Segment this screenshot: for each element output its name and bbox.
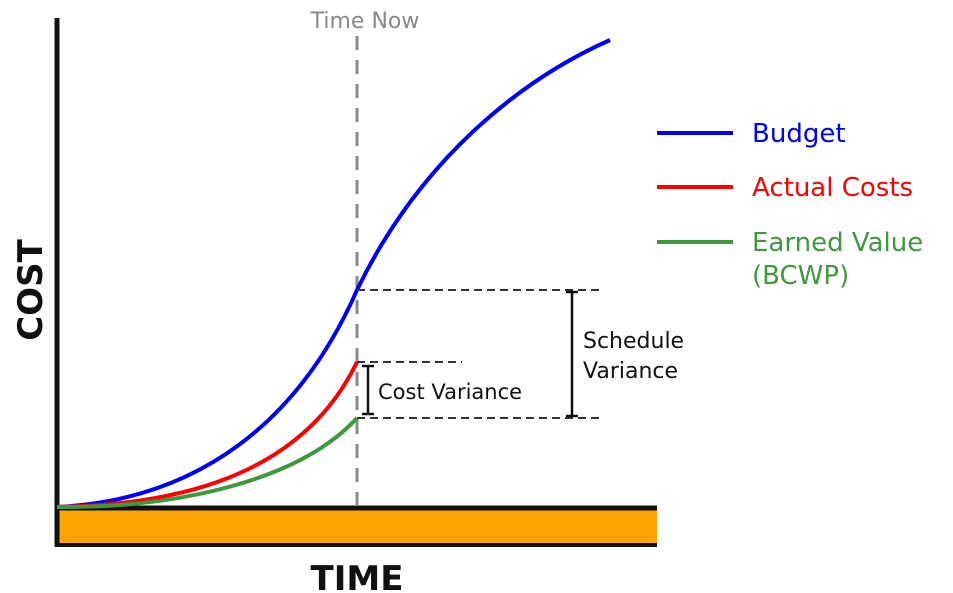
legend-earned-line-1: Earned Value — [752, 228, 923, 258]
legend-earned-label: Earned Value (BCWP) — [752, 228, 932, 291]
earned-value-curve — [57, 418, 357, 507]
legend: Budget Actual Costs Earned Value (BCWP) — [657, 119, 932, 291]
schedule-variance-line-1: Schedule — [583, 329, 684, 354]
y-axis-title: COST — [11, 238, 51, 340]
actual-costs-curve — [57, 362, 357, 507]
legend-earned-line-2: (BCWP) — [752, 261, 849, 291]
schedule-variance-label: Schedule Variance — [583, 329, 691, 384]
x-axis-title: TIME — [311, 559, 404, 593]
time-now-label: Time Now — [310, 9, 420, 34]
legend-budget-label: Budget — [752, 119, 846, 149]
cost-variance-label: Cost Variance — [378, 380, 522, 404]
base-band — [57, 507, 657, 545]
schedule-variance-line-2: Variance — [583, 359, 678, 384]
legend-actual-label: Actual Costs — [752, 173, 913, 203]
